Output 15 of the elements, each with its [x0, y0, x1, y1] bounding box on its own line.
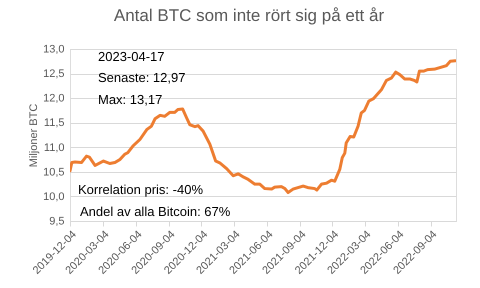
y-axis-title: Miljoner BTC [28, 104, 40, 168]
annotation: Max: 13,17 [98, 92, 162, 107]
y-tick-label: 11,0 [44, 142, 64, 154]
y-tick-label: 12,5 [43, 68, 64, 80]
y-tick-label: 11,5 [44, 117, 64, 130]
y-tick-label: 9,5 [49, 216, 64, 228]
annotation: Senaste: 12,97 [98, 70, 186, 85]
y-tick-label: 10,5 [43, 166, 64, 178]
y-tick-label: 12,0 [43, 92, 64, 105]
annotation: Korrelation pris: -40% [78, 182, 204, 197]
chart-title: Antal BTC som inte rört sig på ett år [114, 6, 384, 25]
y-tick-label: 10,0 [43, 190, 64, 203]
annotation: 2023-04-17 [98, 49, 164, 64]
y-tick-label: 13,0 [43, 44, 64, 56]
annotation: Andel av alla Bitcoin: 67% [80, 204, 231, 219]
